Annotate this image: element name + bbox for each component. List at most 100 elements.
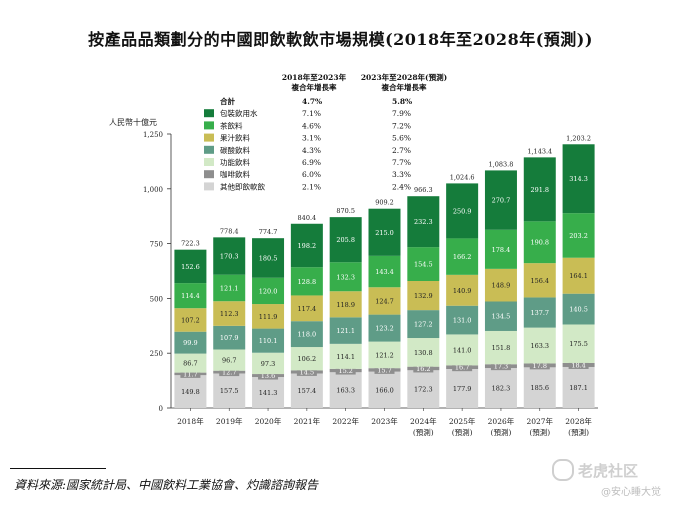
bar-segment — [407, 280, 440, 311]
data-label: 143.4 — [375, 268, 394, 276]
data-label: 16.2 — [416, 365, 430, 373]
legend-cagr-a: 4.3% — [302, 146, 321, 155]
data-label: 112.3 — [220, 310, 239, 318]
bar-segment — [523, 367, 556, 408]
data-label: 170.3 — [220, 253, 239, 261]
bar-segment — [290, 295, 323, 322]
bar-segment — [213, 373, 246, 408]
x-tick-label: 2021年 — [294, 416, 321, 426]
data-label: 151.8 — [492, 344, 511, 352]
total-label: 778.4 — [220, 227, 239, 235]
data-label: 17.3 — [494, 363, 508, 371]
watermark: 老虎社区 — [578, 462, 639, 480]
y-tick-label: 500 — [150, 295, 163, 303]
bar-segment — [290, 223, 323, 268]
x-tick-label: (預測) — [413, 427, 434, 437]
legend-cagr-a: 3.1% — [302, 134, 321, 143]
bar-segment — [523, 263, 556, 298]
x-tick-label: 2019年 — [216, 416, 243, 426]
y-tick-label: 250 — [150, 350, 163, 358]
bar-segment — [368, 287, 401, 315]
data-label: 11.7 — [183, 370, 197, 378]
source-divider — [10, 468, 106, 469]
data-label: 205.8 — [336, 236, 355, 244]
data-label: 166.0 — [375, 386, 394, 394]
data-label: 132.9 — [414, 292, 433, 300]
data-label: 114.1 — [336, 353, 355, 361]
y-tick-label: 1,000 — [143, 186, 163, 194]
legend-swatch — [204, 170, 214, 179]
bar-segment — [213, 301, 246, 326]
bar-segment — [446, 238, 479, 275]
bar-segment — [562, 257, 595, 294]
bar-segment — [484, 229, 517, 269]
data-label: 130.8 — [414, 349, 433, 357]
data-label: 141.0 — [453, 346, 472, 354]
data-label-bg — [258, 371, 279, 380]
total-label: 1,143.4 — [527, 147, 552, 155]
bar-segment — [446, 274, 479, 306]
data-label: 152.6 — [181, 263, 200, 271]
bar-segment — [484, 301, 517, 331]
data-label: 99.9 — [183, 339, 197, 347]
data-label: 172.3 — [414, 386, 433, 394]
bar-segment — [174, 249, 207, 284]
data-label: 106.2 — [298, 355, 317, 363]
x-tick-label: (預測) — [529, 427, 550, 437]
bar-segment — [484, 330, 517, 365]
data-label-bg — [568, 360, 589, 369]
legend-cagr-b: 5.6% — [392, 134, 411, 143]
data-label: 157.5 — [220, 387, 239, 395]
y-tick-label: 0 — [159, 405, 163, 413]
bar-segment — [484, 368, 517, 408]
legend-series-name: 功能飲料 — [220, 157, 250, 167]
legend-swatch — [204, 121, 214, 130]
bar-segment — [290, 321, 323, 348]
legend-cagr-b: 7.7% — [392, 158, 411, 167]
bar-segment — [407, 338, 440, 367]
data-label: 97.3 — [261, 360, 275, 368]
bar-segment — [446, 183, 479, 239]
data-label: 164.1 — [569, 272, 588, 280]
source-note: 資料來源:國家統計局、中國飲料工業協會、灼識諮詢報告 — [14, 478, 319, 492]
total-label: 840.4 — [298, 214, 317, 222]
data-label-bg — [296, 367, 317, 376]
legend-swatch — [204, 109, 214, 118]
data-label: 141.3 — [259, 389, 278, 397]
bar-segment — [252, 377, 285, 408]
legend-series-name: 包裝飲用水 — [220, 108, 258, 118]
data-label: 270.7 — [492, 197, 511, 205]
bar-segment — [407, 310, 440, 339]
data-label: 134.5 — [492, 313, 511, 321]
y-axis-label: 人民幣十億元 — [109, 117, 157, 127]
data-label: 132.3 — [336, 273, 355, 281]
bar-segment — [446, 305, 479, 335]
data-label: 157.4 — [298, 387, 317, 395]
bar-segment — [523, 221, 556, 264]
bar-segment — [562, 144, 595, 214]
total-label: 722.3 — [181, 240, 200, 248]
bar-segment — [484, 268, 517, 302]
total-label: 966.3 — [414, 186, 433, 194]
data-label: 107.9 — [220, 334, 239, 342]
bar-segment — [484, 170, 517, 230]
data-label: 96.7 — [222, 357, 236, 365]
x-tick-label: 2027年 — [526, 416, 553, 426]
legend-cagr-a: 6.9% — [302, 158, 321, 167]
data-label: 163.3 — [336, 387, 355, 395]
data-label: 156.4 — [530, 277, 549, 285]
bar-segment — [446, 369, 479, 408]
legend-cagr-b: 7.9% — [392, 109, 411, 118]
data-label: 250.9 — [453, 207, 472, 215]
watermark-logo-icon — [552, 459, 574, 481]
data-label-bg — [490, 362, 511, 371]
bar-segment — [213, 237, 246, 275]
data-label: 128.8 — [298, 278, 317, 286]
chart-title: 按產品品類劃分的中國即飲軟飲市場規模(2018年至2028年(預測)) — [88, 30, 593, 49]
x-tick-label: (預測) — [568, 427, 589, 437]
total-label: 1,083.8 — [489, 160, 514, 168]
legend-cagr-a: 6.0% — [302, 170, 321, 179]
bar-segment — [174, 308, 207, 332]
total-label: 909.2 — [375, 199, 394, 207]
data-label: 140.5 — [569, 306, 588, 314]
